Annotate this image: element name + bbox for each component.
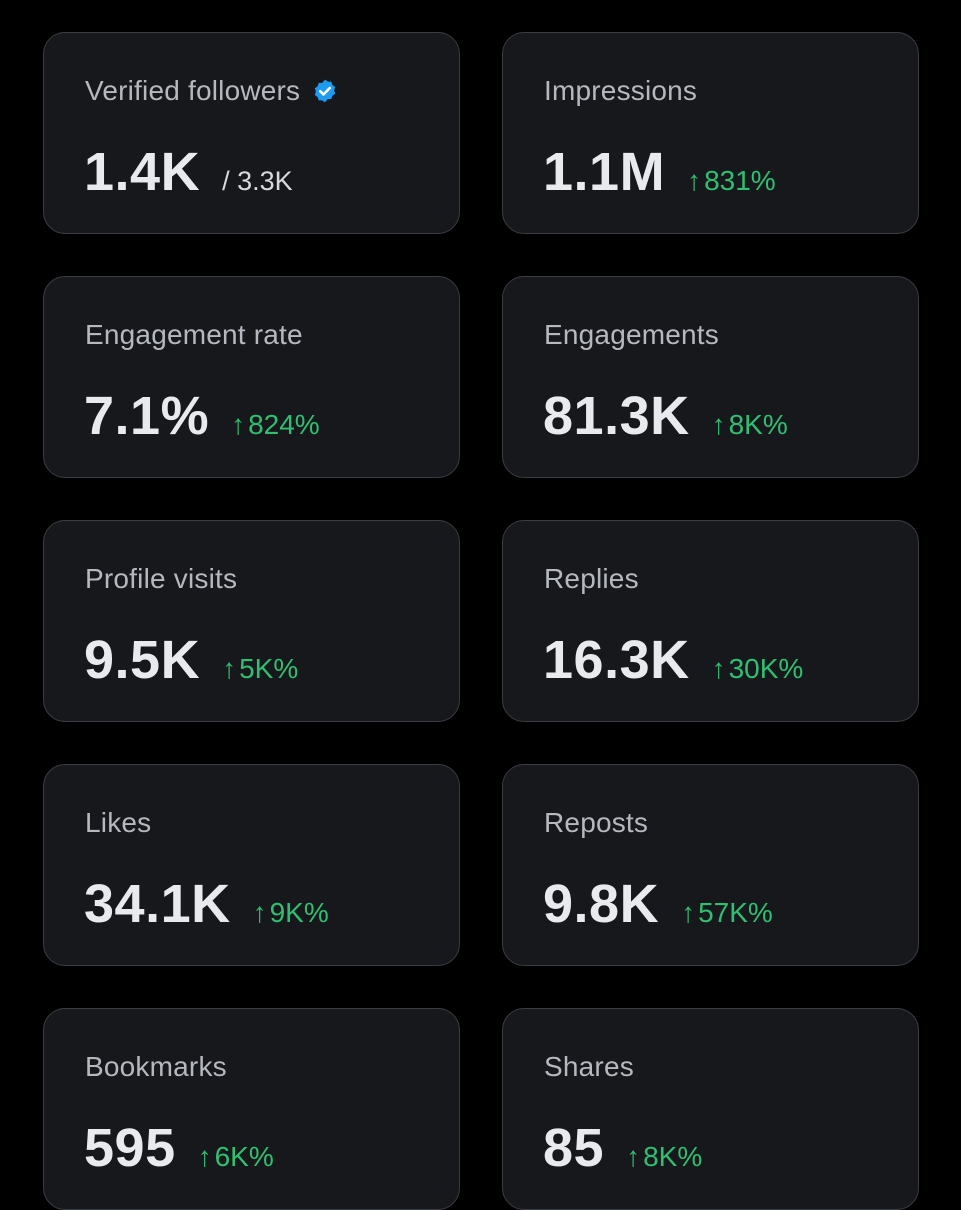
metric-value: 34.1K — [84, 874, 231, 934]
metric-label: Likes — [85, 807, 152, 838]
metric-card-impressions[interactable]: Impressions 1.1M ↑ 831% — [502, 32, 919, 234]
metric-value: 9.5K — [84, 630, 201, 690]
metric-card-replies[interactable]: Replies 16.3K ↑ 30K% — [502, 520, 919, 722]
metric-card-engagements[interactable]: Engagements 81.3K ↑ 8K% — [502, 276, 919, 478]
metric-value: 81.3K — [543, 386, 690, 446]
metric-value: 1.4K — [84, 142, 201, 202]
metric-value-row: 595 ↑ 6K% — [84, 1117, 274, 1179]
metric-change: ↑ 831% — [687, 165, 776, 197]
metric-value-row: 7.1% ↑ 824% — [84, 385, 320, 447]
metric-value: 85 — [543, 1118, 605, 1178]
metric-card-likes[interactable]: Likes 34.1K ↑ 9K% — [43, 764, 460, 966]
metric-change: ↑ 5K% — [222, 653, 298, 685]
metric-total: / 3.3K — [222, 166, 293, 196]
metric-change-value: 831% — [704, 165, 776, 196]
metric-label: Profile visits — [85, 563, 238, 594]
metric-label: Impressions — [544, 75, 698, 106]
metric-label: Shares — [544, 1051, 634, 1082]
metric-change-value: 8K% — [643, 1141, 703, 1172]
metric-value-row: 9.5K ↑ 5K% — [84, 629, 298, 691]
metric-value-row: 1.1M ↑ 831% — [543, 141, 776, 203]
metric-label: Verified followers — [85, 75, 301, 106]
metric-change-value: 824% — [248, 409, 320, 440]
up-arrow-icon: ↑ — [222, 653, 237, 684]
metric-label-row: Verified followers — [85, 75, 338, 107]
metric-change: ↑ 57K% — [681, 897, 773, 929]
metric-change: ↑ 6K% — [198, 1141, 274, 1173]
up-arrow-icon: ↑ — [687, 165, 702, 196]
metric-change: ↑ 30K% — [712, 653, 804, 685]
metric-change-value: 9K% — [269, 897, 329, 928]
up-arrow-icon: ↑ — [252, 897, 267, 928]
metric-change-value: 5K% — [239, 653, 299, 684]
metrics-grid: Verified followers 1.4K / 3.3K Impressio… — [43, 32, 919, 1210]
metric-change: ↑ 8K% — [626, 1141, 702, 1173]
metric-value-row: 9.8K ↑ 57K% — [543, 873, 773, 935]
metric-label: Engagement rate — [85, 319, 303, 350]
metric-value-row: 34.1K ↑ 9K% — [84, 873, 329, 935]
metric-change: ↑ 9K% — [253, 897, 329, 929]
up-arrow-icon: ↑ — [626, 1141, 641, 1172]
metric-label: Engagements — [544, 319, 719, 350]
metric-change-value: 30K% — [728, 653, 804, 684]
metric-card-engagement-rate[interactable]: Engagement rate 7.1% ↑ 824% — [43, 276, 460, 478]
metric-change: ↑ 8K% — [712, 409, 788, 441]
up-arrow-icon: ↑ — [197, 1141, 212, 1172]
metric-label: Bookmarks — [85, 1051, 227, 1082]
metric-value: 9.8K — [543, 874, 660, 934]
metric-card-shares[interactable]: Shares 85 ↑ 8K% — [502, 1008, 919, 1210]
metric-value: 595 — [84, 1118, 176, 1178]
up-arrow-icon: ↑ — [711, 653, 726, 684]
metric-change: ↑ 824% — [231, 409, 320, 441]
metric-card-verified-followers[interactable]: Verified followers 1.4K / 3.3K — [43, 32, 460, 234]
metric-label: Replies — [544, 563, 639, 594]
up-arrow-icon: ↑ — [711, 409, 726, 440]
metric-value: 7.1% — [84, 386, 210, 446]
metric-value-row: 16.3K ↑ 30K% — [543, 629, 803, 691]
metric-card-bookmarks[interactable]: Bookmarks 595 ↑ 6K% — [43, 1008, 460, 1210]
up-arrow-icon: ↑ — [681, 897, 696, 928]
metric-value: 16.3K — [543, 630, 690, 690]
metric-card-profile-visits[interactable]: Profile visits 9.5K ↑ 5K% — [43, 520, 460, 722]
up-arrow-icon: ↑ — [231, 409, 246, 440]
metric-change-value: 8K% — [728, 409, 788, 440]
metric-label: Reposts — [544, 807, 649, 838]
metric-value-row: 81.3K ↑ 8K% — [543, 385, 788, 447]
verified-badge-icon — [315, 79, 336, 103]
metric-change-value: 57K% — [698, 897, 773, 928]
metric-change-value: 6K% — [214, 1141, 274, 1172]
metric-value: 1.1M — [543, 142, 666, 202]
metric-value-row: 1.4K / 3.3K — [84, 141, 293, 203]
metric-card-reposts[interactable]: Reposts 9.8K ↑ 57K% — [502, 764, 919, 966]
metric-value-row: 85 ↑ 8K% — [543, 1117, 702, 1179]
